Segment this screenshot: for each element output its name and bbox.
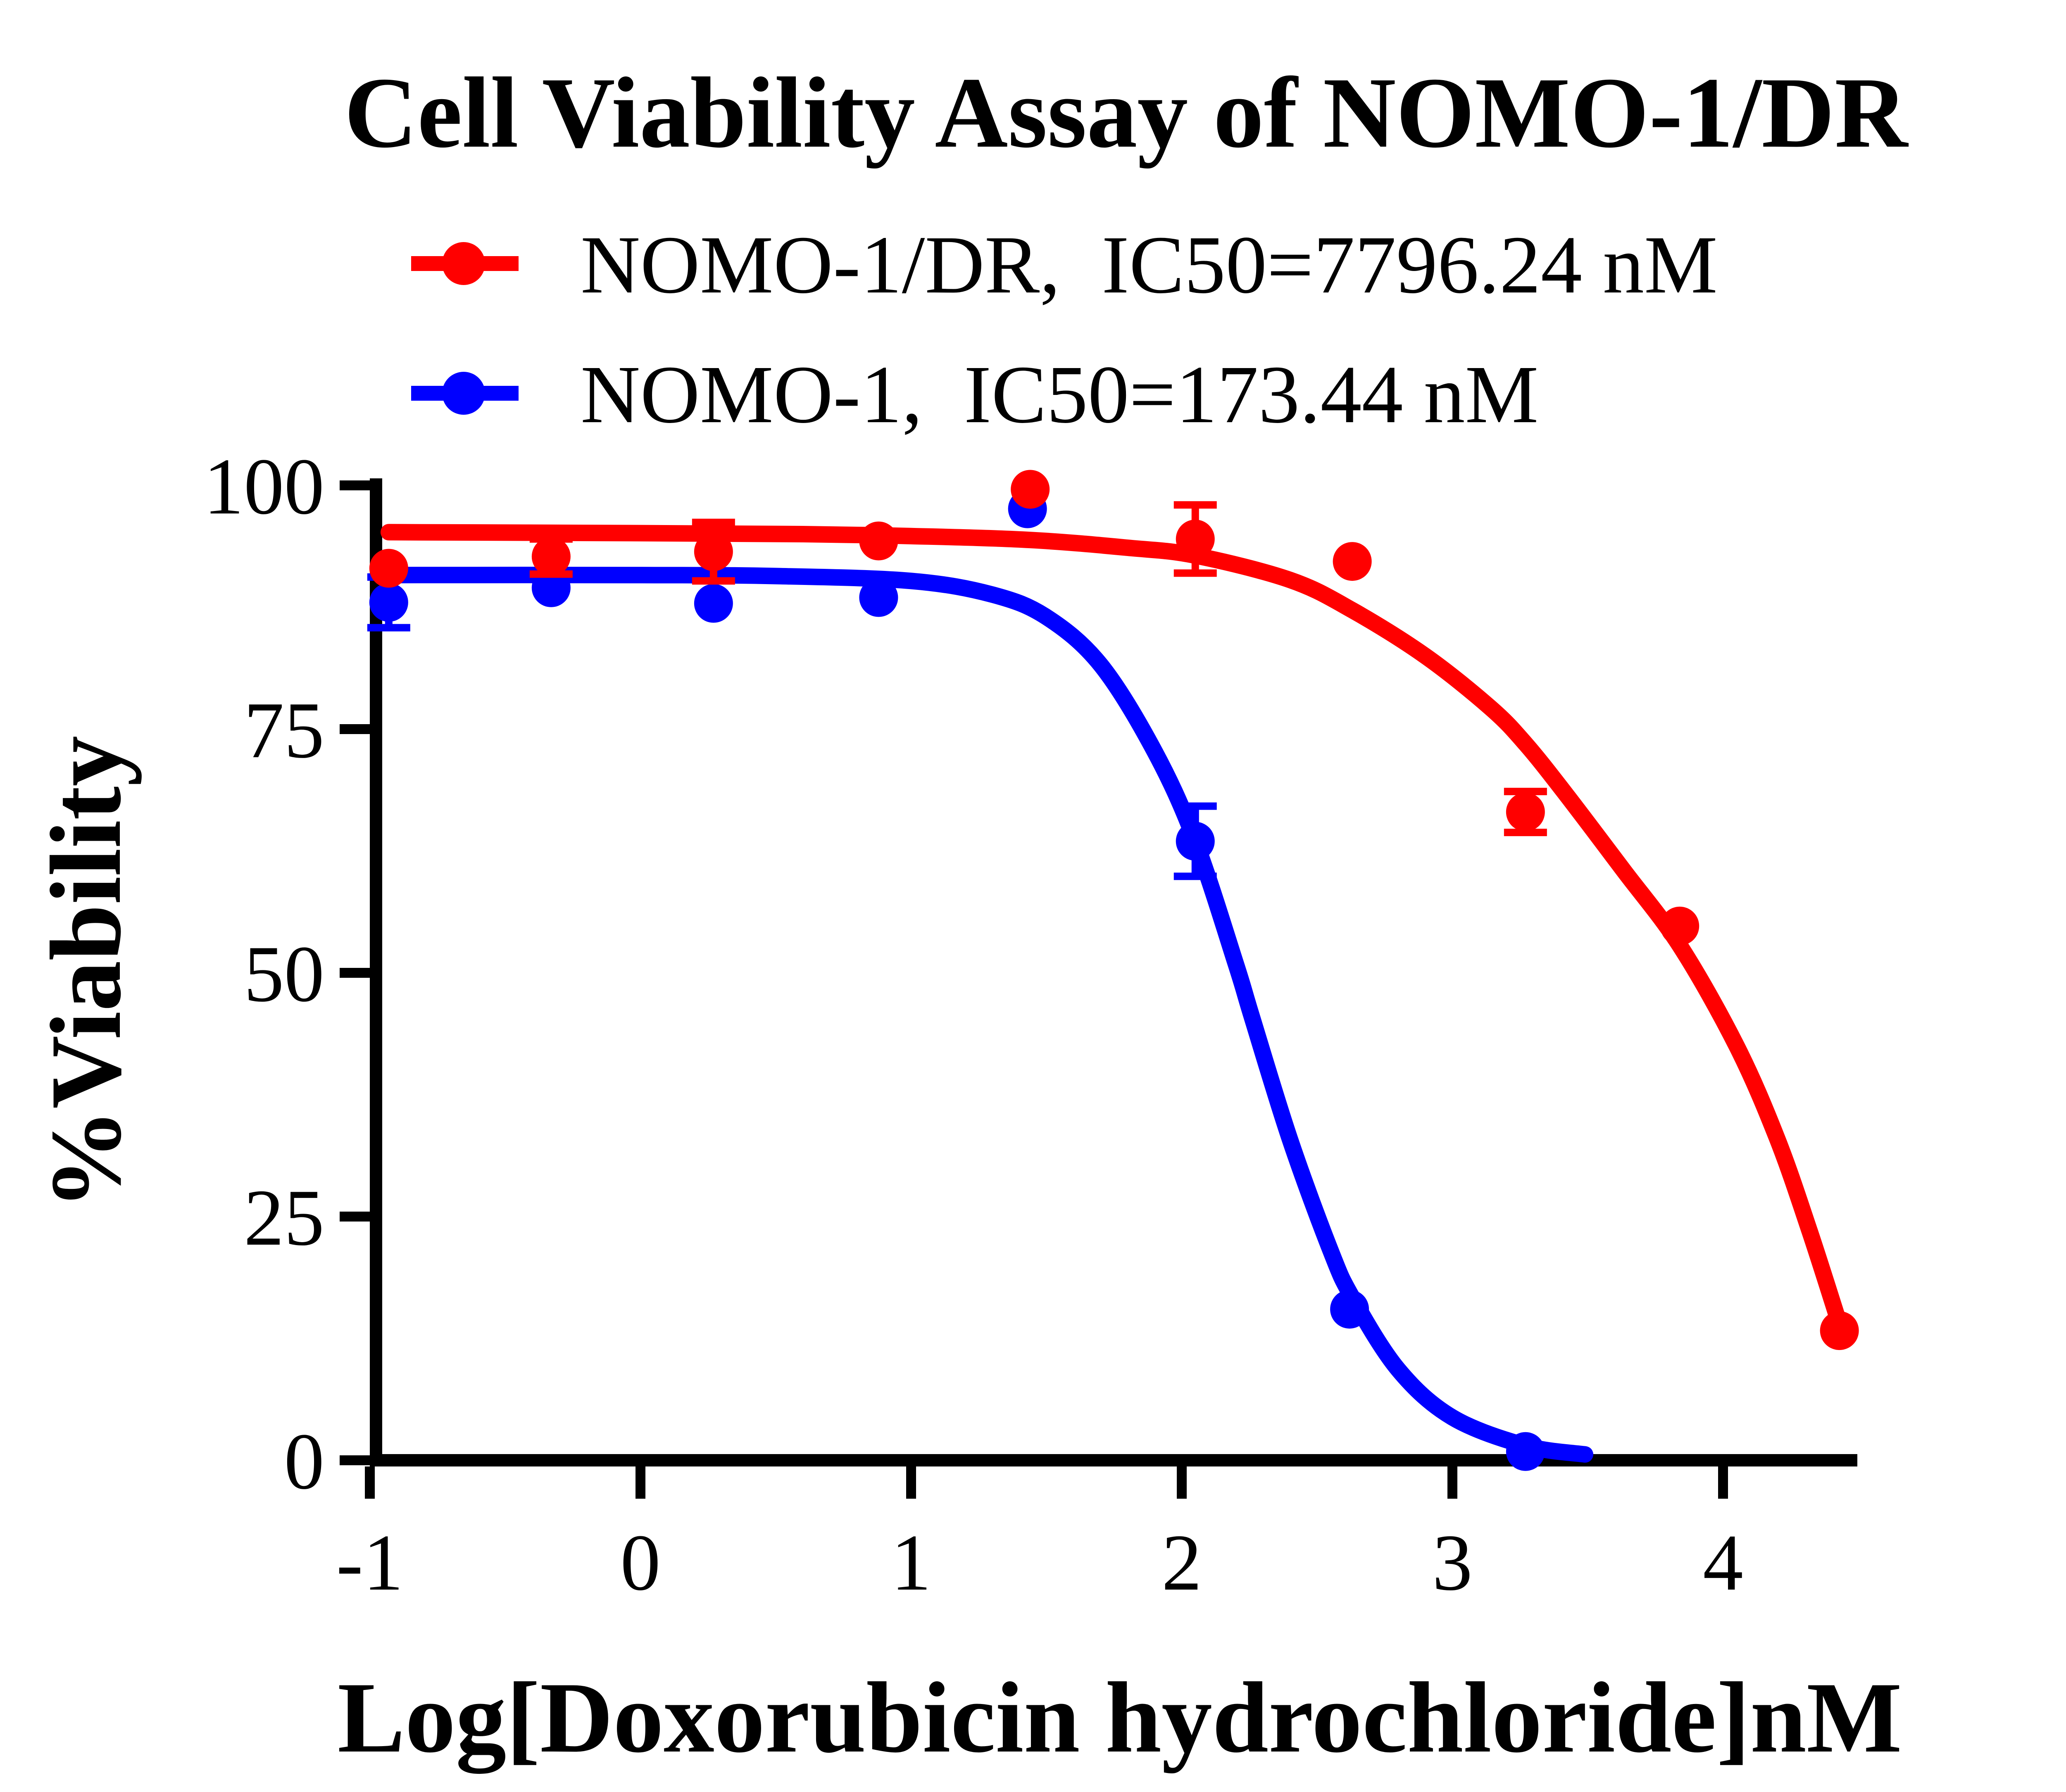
data-point-NOMO-1 bbox=[1330, 1290, 1369, 1329]
x-tick-label: 1 bbox=[891, 1518, 931, 1607]
legend-item-nomo1: NOMO-1, IC50=173.44 nM bbox=[411, 349, 1538, 440]
x-tick-label: 2 bbox=[1162, 1518, 1202, 1607]
y-tick-label: 100 bbox=[204, 442, 325, 531]
legend-item-nomo1dr: NOMO-1/DR, IC50=7796.24 nM bbox=[411, 219, 1718, 311]
y-tick-label: 75 bbox=[244, 686, 324, 775]
x-tick-label: 4 bbox=[1703, 1518, 1743, 1607]
data-point-NOMO-1/DR bbox=[531, 537, 571, 576]
data-point-NOMO-1 bbox=[694, 584, 733, 623]
y-tick-label: 0 bbox=[284, 1417, 325, 1506]
series-NOMO-1 bbox=[367, 489, 1593, 1471]
fit-curve-NOMO-1 bbox=[380, 566, 1593, 1463]
data-point-NOMO-1/DR bbox=[1820, 1311, 1859, 1350]
y-tick-label: 50 bbox=[244, 929, 324, 1019]
data-point-NOMO-1/DR bbox=[1506, 792, 1545, 832]
x-axis-label: Log[Doxorubicin hydrochloride]nM bbox=[338, 1661, 1902, 1774]
data-point-NOMO-1/DR bbox=[1176, 519, 1215, 559]
data-point-NOMO-1/DR bbox=[369, 549, 408, 588]
data-point-NOMO-1/DR bbox=[1660, 906, 1699, 946]
legend: NOMO-1/DR, IC50=7796.24 nM NOMO-1, IC50=… bbox=[411, 219, 1718, 440]
data-point-NOMO-1/DR bbox=[1011, 470, 1050, 509]
data-point-NOMO-1/DR bbox=[694, 532, 733, 571]
data-point-NOMO-1 bbox=[1506, 1432, 1545, 1471]
data-point-NOMO-1 bbox=[531, 568, 571, 607]
data-point-NOMO-1 bbox=[1176, 822, 1215, 861]
data-point-NOMO-1/DR bbox=[859, 521, 898, 561]
legend-label-nomo1dr: NOMO-1/DR, IC50=7796.24 nM bbox=[581, 219, 1718, 311]
legend-marker-dot-nomo1 bbox=[442, 372, 485, 415]
x-tick-label: 0 bbox=[620, 1518, 661, 1607]
y-axis-label: %Viability bbox=[30, 736, 142, 1210]
x-tick-label: 3 bbox=[1432, 1518, 1473, 1607]
legend-marker-dot-nomo1dr bbox=[442, 242, 485, 285]
series-NOMO-1/DR bbox=[369, 470, 1859, 1350]
fit-curve-NOMO-1/DR bbox=[380, 524, 1848, 1332]
chart-title: Cell Viability Assay of NOMO-1/DR bbox=[344, 57, 1909, 169]
legend-label-nomo1: NOMO-1, IC50=173.44 nM bbox=[581, 349, 1538, 440]
data-point-NOMO-1/DR bbox=[1333, 542, 1372, 581]
x-tick-label: -1 bbox=[336, 1518, 403, 1607]
data-point-NOMO-1 bbox=[369, 583, 408, 622]
y-tick-label: 25 bbox=[244, 1173, 324, 1262]
data-point-NOMO-1 bbox=[859, 578, 898, 617]
